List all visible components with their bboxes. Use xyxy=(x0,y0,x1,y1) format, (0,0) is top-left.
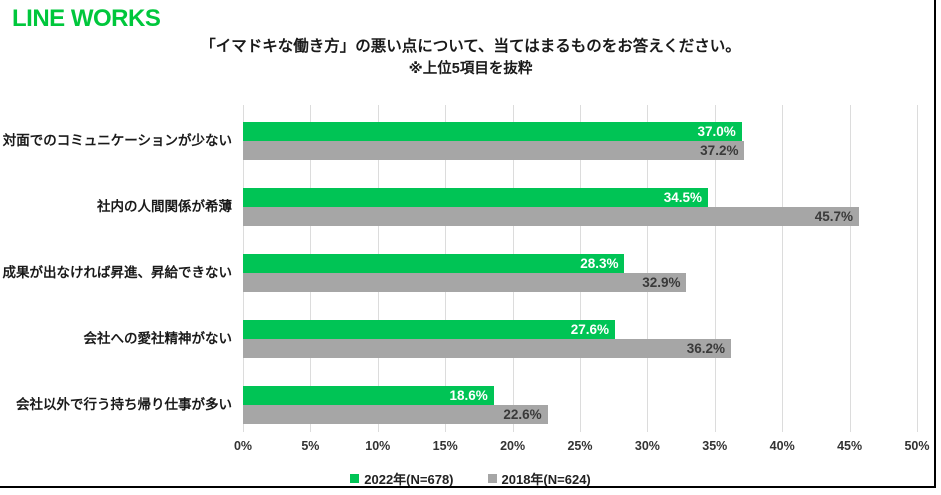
category-label: 対面でのコミュニケーションが少ない xyxy=(2,132,232,148)
x-tick-label: 0% xyxy=(233,439,253,453)
x-tick-label: 5% xyxy=(301,439,320,453)
bar-pair: 27.6% 36.2% xyxy=(243,320,917,358)
value-label: 37.0% xyxy=(697,124,736,139)
legend-swatch xyxy=(350,474,360,483)
legend-item: 2018年(N=624) xyxy=(487,469,591,488)
bar-2022: 27.6% xyxy=(243,320,616,339)
value-label: 45.7% xyxy=(814,209,854,224)
x-tick-label: 15% xyxy=(432,439,458,453)
gridline xyxy=(917,105,918,432)
bar-2022: 18.6% xyxy=(243,386,494,405)
chart-title: 「イマドキな働き方」の悪い点について、当てはまるものをお答えください。 xyxy=(200,38,741,55)
value-label: 36.2% xyxy=(686,341,725,356)
bar-2022: 28.3% xyxy=(243,254,625,273)
gridline xyxy=(782,105,784,432)
bar-pair: 37.0% 37.2% xyxy=(243,122,917,160)
gridline xyxy=(849,105,851,432)
bar-2018: 37.2% xyxy=(243,141,745,160)
x-tick-label: 30% xyxy=(634,439,660,453)
bar-group: 社内の人間関係が希薄 34.5% 45.7% xyxy=(0,188,941,226)
bar-pair: 18.6% 22.6% xyxy=(243,386,917,424)
line-works-logo: LINE WORKS xyxy=(12,5,161,32)
value-label: 18.6% xyxy=(449,388,488,403)
x-tick-label: 45% xyxy=(837,439,863,453)
bar-2018: 22.6% xyxy=(243,405,548,424)
value-label: 27.6% xyxy=(570,322,610,337)
legend: 2022年(N=678) 2018年(N=624) xyxy=(0,469,941,488)
value-label: 37.2% xyxy=(700,143,739,158)
bar-2018: 36.2% xyxy=(243,339,731,358)
chart-rows: 対面でのコミュニケーションが少ない 37.0% 37.2% 社内の人間関係が希薄 34.… xyxy=(0,105,941,432)
bar-group: 成果が出なければ昇進、昇給できない 28.3% 32.9% xyxy=(0,254,941,292)
title-block: 「イマドキな働き方」の悪い点について、当てはまるものをお答えください。 ※上位5… xyxy=(0,36,941,80)
bar-group: 会社への愛社精神がない 27.6% 36.2% xyxy=(0,320,941,358)
gridline xyxy=(647,105,649,432)
x-tick-label: 40% xyxy=(769,439,795,453)
bar-group: 対面でのコミュニケーションが少ない 37.0% 37.2% xyxy=(0,122,941,160)
legend-label: 2018年(N=624) xyxy=(501,472,591,487)
image-frame-right xyxy=(934,0,936,488)
value-label: 28.3% xyxy=(580,256,619,271)
chart-subtitle: ※上位5項目を抜粋 xyxy=(408,61,533,77)
category-label: 成果が出なければ昇進、昇給できない xyxy=(2,264,233,280)
category-label: 社内の人間関係が希薄 xyxy=(97,198,232,214)
legend-item: 2022年(N=678) xyxy=(350,469,454,488)
bar-2022: 37.0% xyxy=(243,122,742,141)
bar-2018: 32.9% xyxy=(243,273,687,292)
legend-label: 2022年(N=678) xyxy=(364,472,454,487)
value-label: 32.9% xyxy=(642,275,681,290)
bar-pair: 34.5% 45.7% xyxy=(243,188,917,226)
category-label: 会社への愛社精神がない xyxy=(83,330,233,346)
x-tick-label: 35% xyxy=(702,439,728,453)
x-tick-label: 20% xyxy=(500,439,526,453)
legend-swatch xyxy=(487,474,497,483)
value-label: 34.5% xyxy=(663,190,703,205)
x-tick-label: 25% xyxy=(567,439,593,453)
x-tick-label: 50% xyxy=(904,439,930,453)
bar-group: 会社以外で行う持ち帰り仕事が多い 18.6% 22.6% xyxy=(0,386,941,424)
image-frame-bottom xyxy=(0,486,936,488)
bar-pair: 28.3% 32.9% xyxy=(243,254,917,292)
x-tick-label: 10% xyxy=(365,439,391,453)
gridline xyxy=(714,105,716,432)
bar-2018: 45.7% xyxy=(243,207,860,226)
bar-2022: 34.5% xyxy=(243,188,709,207)
x-axis-ticks: 0% 5% 10% 15% 20% 25% 30% 35% 40% 45% 50% xyxy=(234,439,930,459)
category-label: 会社以外で行う持ち帰り仕事が多い xyxy=(16,396,232,412)
bar-chart: 対面でのコミュニケーションが少ない 37.0% 37.2% 社内の人間関係が希薄 34.… xyxy=(0,105,941,487)
value-label: 22.6% xyxy=(503,407,542,422)
